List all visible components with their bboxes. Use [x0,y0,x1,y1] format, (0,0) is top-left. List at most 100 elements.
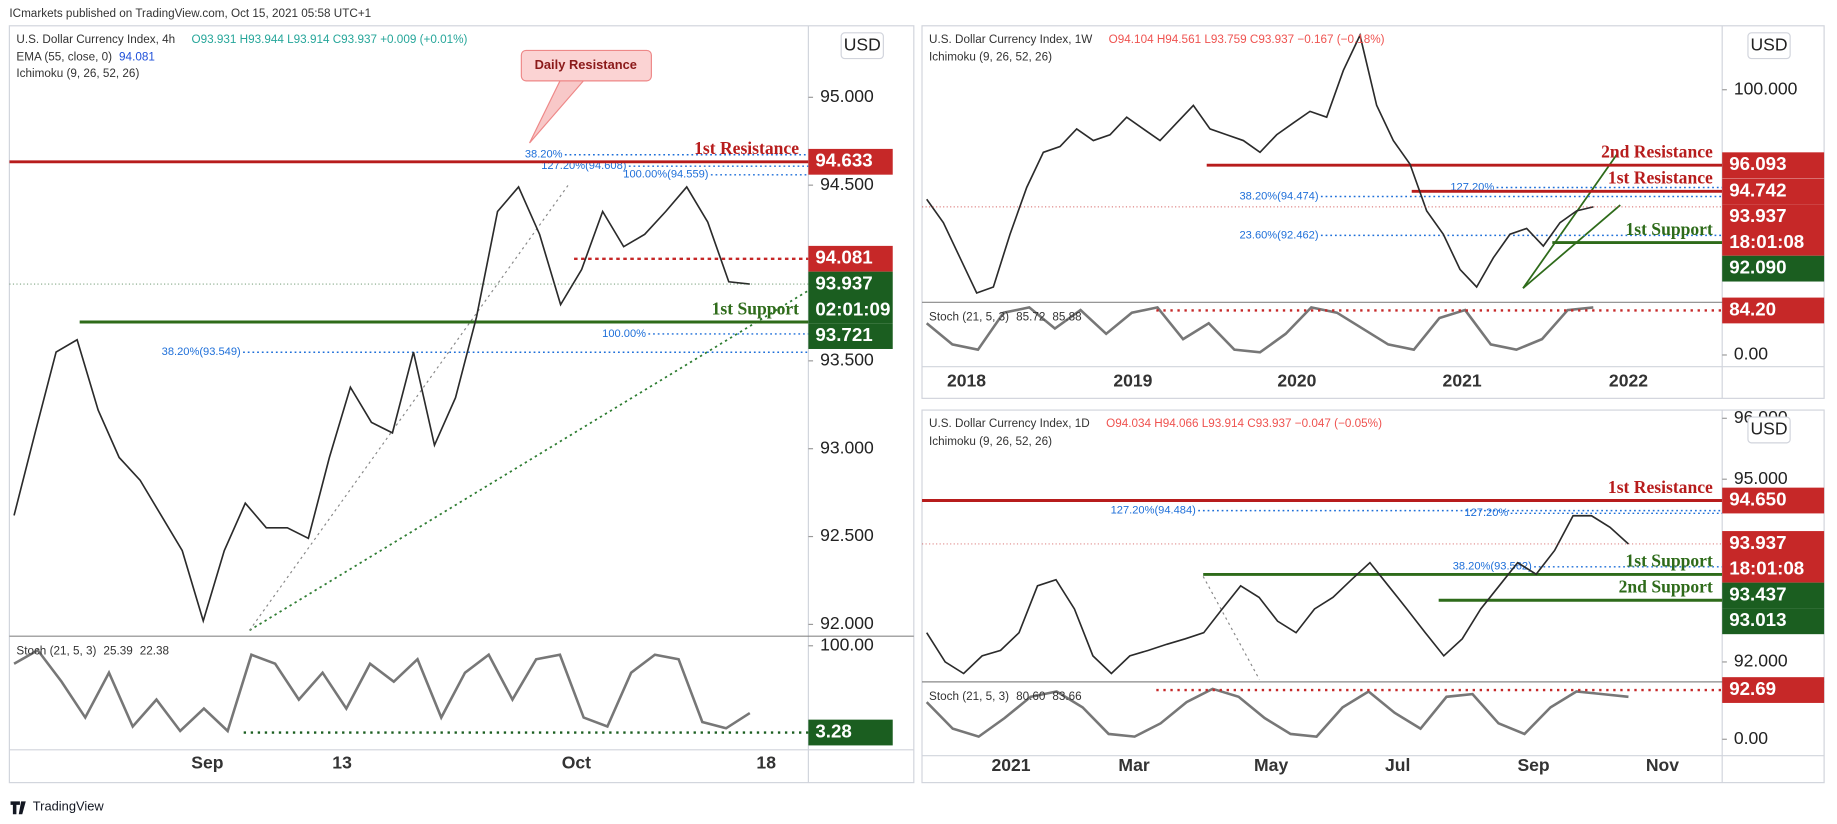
x-tick-label: Sep [1517,755,1549,775]
y-tick-label: 0.00 [1734,728,1768,748]
callout: Daily Resistance [520,49,652,144]
callout-box [520,49,652,82]
x-tick-label: Jul [1385,755,1410,775]
ohlc-legend: O94.104 H94.561 L93.759 C93.937 −0.167 (… [1109,33,1385,46]
chart-panel: 38.20%127.20%(94.608)100.00%(94.559)38.2… [8,25,915,784]
fib-label: 38.20%(94.474) [1240,190,1319,202]
stoch-readout: 85.88 [1052,311,1081,324]
symbol-legend: U.S. Dollar Currency Index, 4h [16,33,175,46]
price-line [926,32,1594,294]
y-tick-label: 95.000 [820,86,874,106]
ohlc-legend: O94.034 H94.066 L93.914 C93.937 −0.047 (… [1106,417,1382,430]
y-tick-label: 100.000 [1734,78,1798,98]
footer-text: TradingView [33,799,105,814]
countdown: 18:01:08 [1729,231,1804,252]
y-tick-label: 0.00 [1734,344,1768,364]
x-tick-label: 2018 [947,371,986,391]
price-tag [808,323,893,349]
x-tick-label: Sep [191,753,223,773]
currency-label: USD [1751,419,1788,439]
x-tick-label: Oct [562,753,591,773]
fib-label: 38.20%(93.562) [1453,561,1532,573]
trend-line [1202,576,1260,680]
y-tick-label: 93.500 [820,349,874,369]
price-tag-label: 96.093 [1729,153,1786,174]
channel-line [1522,204,1621,289]
price-tag-label: 93.013 [1729,609,1786,630]
price-tag-label: 93.937 [1729,532,1786,553]
header: ICmarkets published on TradingView.com, … [9,7,371,20]
ichimoku-legend: Ichimoku (9, 26, 52, 26) [16,67,139,80]
ichimoku-legend: Ichimoku (9, 26, 52, 26) [929,435,1052,448]
level-label: 1st Support [1625,551,1713,571]
ema-legend: EMA (55, close, 0) [16,51,112,64]
callout-text: Daily Resistance [535,57,637,72]
stoch-line [925,305,1594,354]
x-tick-label: May [1254,755,1288,775]
level-label: 1st Support [712,298,800,318]
fib-label: 38.20%(93.549) [162,346,241,358]
x-tick-label: 2020 [1277,371,1316,391]
y-tick-label: 92.500 [820,525,874,545]
price-tag-label: 92.090 [1729,257,1786,278]
trend-line [249,289,809,632]
price-tag [1722,178,1825,205]
stoch-readout: 85.72 [1016,311,1045,324]
stoch-readout: 22.38 [140,645,169,658]
currency-label: USD [1751,34,1788,54]
price-tag [1722,487,1825,514]
stoch-legend: Stoch (21, 5, 3) [929,311,1009,324]
ichimoku-legend: Ichimoku (9, 26, 52, 26) [929,51,1052,64]
price-tag [808,148,893,175]
level-label: 2nd Support [1619,577,1713,597]
price-tag-label: 93.437 [1729,583,1786,604]
stoch-tag [1722,297,1825,324]
countdown: 02:01:09 [815,298,890,319]
stoch-readout: 25.39 [103,645,132,658]
footer: TradingView [10,799,105,815]
price-tag [808,245,893,272]
y-tick-label: 95.000 [1734,468,1788,488]
price-tag [808,271,893,324]
plot-area: 127.20%(94.484) 127.20% 38.20%(93.562) 1st … [922,477,1723,739]
price-tag-label: 94.650 [1729,488,1786,509]
symbol-legend: U.S. Dollar Currency Index, 1W [929,33,1092,46]
y-tick-label: 92.000 [820,613,874,633]
currency-box [1747,32,1791,60]
price-tag [1722,204,1825,256]
stoch-tag-label: 92.69 [1729,678,1776,699]
fib-label: 127.20% [1450,181,1494,193]
stoch-readout: 80.60 [1016,690,1046,703]
y-tick-label: 93.000 [820,437,874,457]
panel-frame [8,25,915,784]
x-tick-label: Mar [1118,755,1149,775]
price-tag-label: 94.633 [815,150,872,171]
trend-lines [249,154,1621,680]
price-tag-label: 93.937 [815,273,872,294]
stoch-line [925,687,1629,739]
panel-frame [921,25,1825,399]
x-tick-label: 2022 [1609,371,1648,391]
ohlc-legend: O93.931 H93.944 L93.914 C93.937 +0.009 (… [192,33,468,46]
chart-panel: 127.20% 38.20%(94.474) 23.60%(92.462) 2nd R… [921,25,1825,399]
price-tag [1722,255,1825,282]
price-tag [1722,582,1825,609]
level-label: 1st Support [1625,219,1713,239]
y-tick-label: 100.00 [820,634,874,654]
fib-label: 38.20% [525,149,563,161]
price-tag [1722,608,1825,635]
currency-box [840,32,884,60]
currency-box [1747,416,1791,444]
price-tag-label: 93.721 [815,324,872,345]
level-label: 1st Resistance [1608,477,1713,497]
stoch-legend: Stoch (21, 5, 3) [929,690,1009,703]
ema-value: 94.081 [119,51,155,64]
stoch-legend: Stoch (21, 5, 3) [16,645,96,658]
y-tick-label: 92.000 [1734,651,1788,671]
price-tag-label: 94.742 [1729,179,1786,200]
stoch-tag-label: 84.20 [1729,298,1776,319]
fib-label: 100.00% [602,328,646,340]
price-line [926,514,1630,675]
